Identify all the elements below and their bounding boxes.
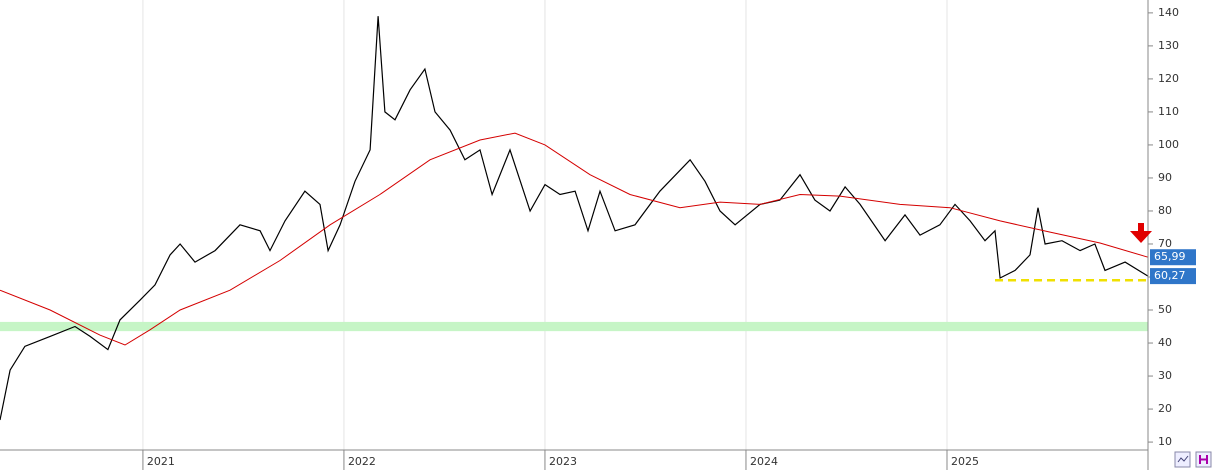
toolbar-icon <box>1199 455 1208 464</box>
price-label-box <box>1150 268 1196 285</box>
x-tick-label: 2023 <box>549 455 577 468</box>
x-tick-label: 2022 <box>348 455 376 468</box>
y-tick-label: 40 <box>1158 336 1172 349</box>
price-label: 60,27 <box>1154 269 1186 282</box>
y-tick-label: 130 <box>1158 39 1179 52</box>
price-line <box>0 16 1149 421</box>
y-tick-label: 50 <box>1158 303 1172 316</box>
support-zone <box>0 321 1148 332</box>
x-tick-label: 2025 <box>951 455 979 468</box>
toolbar-icon <box>1177 455 1189 463</box>
signal-arrow <box>1130 223 1152 243</box>
x-tick-label: 2021 <box>147 455 175 468</box>
price-line <box>0 132 1149 346</box>
grid-layer <box>0 0 1148 450</box>
y-tick-label: 30 <box>1158 369 1172 382</box>
y-tick-label: 110 <box>1158 105 1179 118</box>
y-tick-label: 20 <box>1158 402 1172 415</box>
y-tick-label: 10 <box>1158 435 1172 448</box>
y-tick-label: 100 <box>1158 138 1179 151</box>
x-tick-label: 2024 <box>750 455 778 468</box>
y-tick-label: 70 <box>1158 237 1172 250</box>
y-tick-label: 90 <box>1158 171 1172 184</box>
data-layer <box>0 16 1149 421</box>
y-tick-label: 80 <box>1158 204 1172 217</box>
y-tick-label: 140 <box>1158 6 1179 19</box>
price-label: 65,99 <box>1154 250 1186 263</box>
price-label-box <box>1150 249 1196 266</box>
y-tick-label: 120 <box>1158 72 1179 85</box>
